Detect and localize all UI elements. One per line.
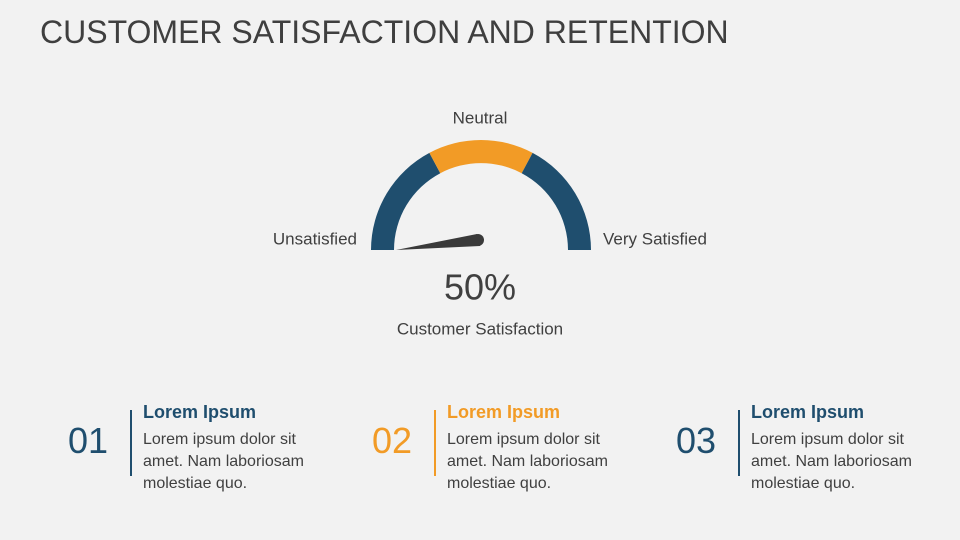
gauge-needle — [396, 234, 480, 250]
item-number: 03 — [675, 420, 717, 461]
needle-hub — [472, 234, 484, 246]
item-heading: Lorem Ipsum — [751, 402, 865, 422]
item-number: 02 — [371, 420, 413, 461]
item-body: Lorem ipsum dolor sit amet. Nam laborios… — [143, 431, 304, 492]
gauge-label: Unsatisfied — [273, 229, 357, 248]
item-heading: Lorem Ipsum — [143, 402, 257, 422]
gauge-label: Neutral — [453, 108, 508, 127]
item-body: Lorem ipsum dolor sit amet. Nam laborios… — [751, 431, 912, 492]
item-divider — [738, 410, 740, 476]
item-divider — [434, 410, 436, 476]
gauge-value: 50% — [444, 267, 516, 308]
gauge-segment — [521, 152, 591, 250]
item-body: Lorem ipsum dolor sit amet. Nam laborios… — [447, 431, 608, 492]
gauge-segment — [371, 152, 441, 250]
gauge-label: Very Satisfied — [603, 229, 707, 248]
gauge-segment — [429, 140, 533, 174]
gauge-caption: Customer Satisfaction — [397, 319, 563, 338]
slide-title: CUSTOMER SATISFACTION AND RETENTION — [40, 14, 729, 50]
item-number: 01 — [67, 420, 109, 461]
item-divider — [130, 410, 132, 476]
item-heading: Lorem Ipsum — [447, 402, 561, 422]
